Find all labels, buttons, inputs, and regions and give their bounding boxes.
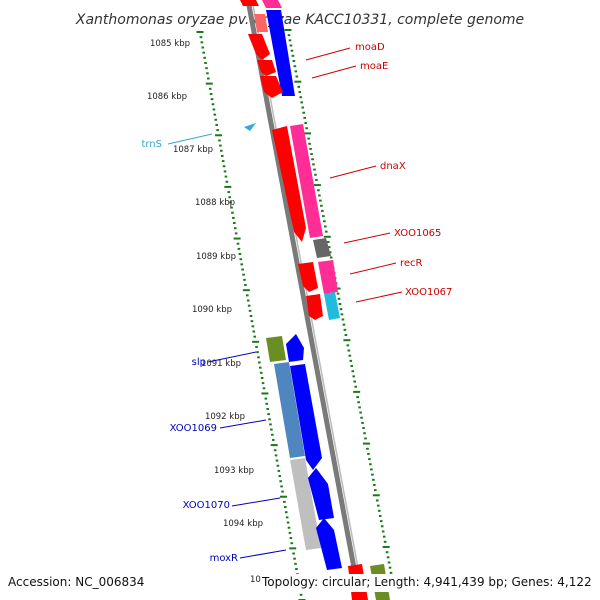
leader-XOO1065: [343, 232, 391, 244]
gene-label-leaders: [167, 47, 403, 559]
gene-label-XOO1069[interactable]: XOO1069: [170, 423, 217, 434]
leader-XOO1070: [231, 497, 281, 507]
cog-block-slp[interactable]: [266, 336, 286, 362]
kbp-label: 1085 kbp: [150, 39, 190, 49]
cog-block-XOO1069[interactable]: [274, 362, 305, 458]
gene-arrow-XOO1070[interactable]: [308, 468, 334, 520]
gene-label-trnS[interactable]: trnS: [141, 139, 162, 150]
leader-moaE: [311, 65, 357, 79]
tick-tracks: [196, 29, 394, 600]
cog-block-XOO1065[interactable]: [313, 238, 331, 258]
kbp-cut-label: 10: [250, 575, 261, 585]
topology-text: Topology: circular; Length: 4,941,439 bp…: [261, 575, 592, 589]
kbp-label: 1091 kbp: [201, 359, 241, 369]
genome-backbone: [245, 0, 363, 600]
kbp-label: 1094 kbp: [223, 519, 263, 529]
gene-arrow-dnaX[interactable]: [272, 126, 306, 242]
kbp-label: 1086 kbp: [147, 92, 187, 102]
leader-moxR: [239, 549, 287, 559]
gene-arrow-XOO1069[interactable]: [290, 364, 322, 470]
gene-label-XOO1067[interactable]: XOO1067: [405, 287, 452, 298]
gene-label-slp[interactable]: slp: [192, 357, 206, 368]
gene-arrow-XOO1067[interactable]: [306, 294, 323, 320]
accession-text: Accession: NC_006834: [8, 575, 144, 589]
map-title: Xanthomonas oryzae pv. oryzae KACC10331,…: [75, 12, 524, 28]
cog-block[interactable]: [262, 0, 282, 8]
leader-recR: [349, 262, 397, 275]
gene-label-moxR[interactable]: moxR: [210, 553, 238, 564]
kbp-label: 1090 kbp: [192, 305, 232, 315]
gene-arrow-recR[interactable]: [298, 262, 318, 292]
kbp-label: 1092 kbp: [205, 412, 245, 422]
gene-arrow-slp[interactable]: [286, 334, 304, 362]
kbp-label: 1087 kbp: [173, 145, 213, 155]
gene-arrow[interactable]: [254, 14, 268, 32]
gene-arrow-moxR[interactable]: [316, 518, 342, 570]
cog-block-dnaX[interactable]: [290, 124, 323, 238]
leader-XOO1067: [355, 291, 403, 303]
gene-label-moaD[interactable]: moaD: [355, 42, 385, 53]
kbp-label: 1088 kbp: [195, 198, 235, 208]
gene-arrow-moaD[interactable]: [248, 34, 270, 60]
gene-label-dnaX[interactable]: dnaX: [380, 161, 406, 172]
cog-block-XOO1067[interactable]: [324, 292, 340, 320]
footer-topology-bg: [258, 574, 592, 592]
leader-trnS: [167, 133, 213, 145]
cog-block-recR[interactable]: [318, 260, 338, 294]
gene-arrow-moaE[interactable]: [260, 76, 283, 98]
gene-label-recR[interactable]: recR: [400, 258, 423, 269]
gene-label-XOO1070[interactable]: XOO1070: [183, 500, 230, 511]
trna-marker[interactable]: [244, 123, 256, 131]
gene-arrow[interactable]: [240, 0, 259, 6]
gene-arrow-moaE-partner[interactable]: [266, 10, 295, 96]
leader-slp: [207, 351, 257, 363]
leader-XOO1069: [219, 419, 267, 429]
kbp-label: 1089 kbp: [196, 252, 236, 262]
kbp-label: 1093 kbp: [214, 466, 254, 476]
leader-dnaX: [329, 165, 377, 179]
cog-block-XOO1070[interactable]: [290, 458, 321, 550]
leader-moaD: [305, 47, 351, 61]
gene-label-moaE[interactable]: moaE: [360, 61, 388, 72]
gene-arrow[interactable]: [257, 60, 276, 76]
kbp-axis-labels: 1085 kbp 1086 kbp 1087 kbp 1088 kbp 1089 kbp…: [147, 39, 263, 529]
gene-label-XOO1065[interactable]: XOO1065: [394, 228, 441, 239]
